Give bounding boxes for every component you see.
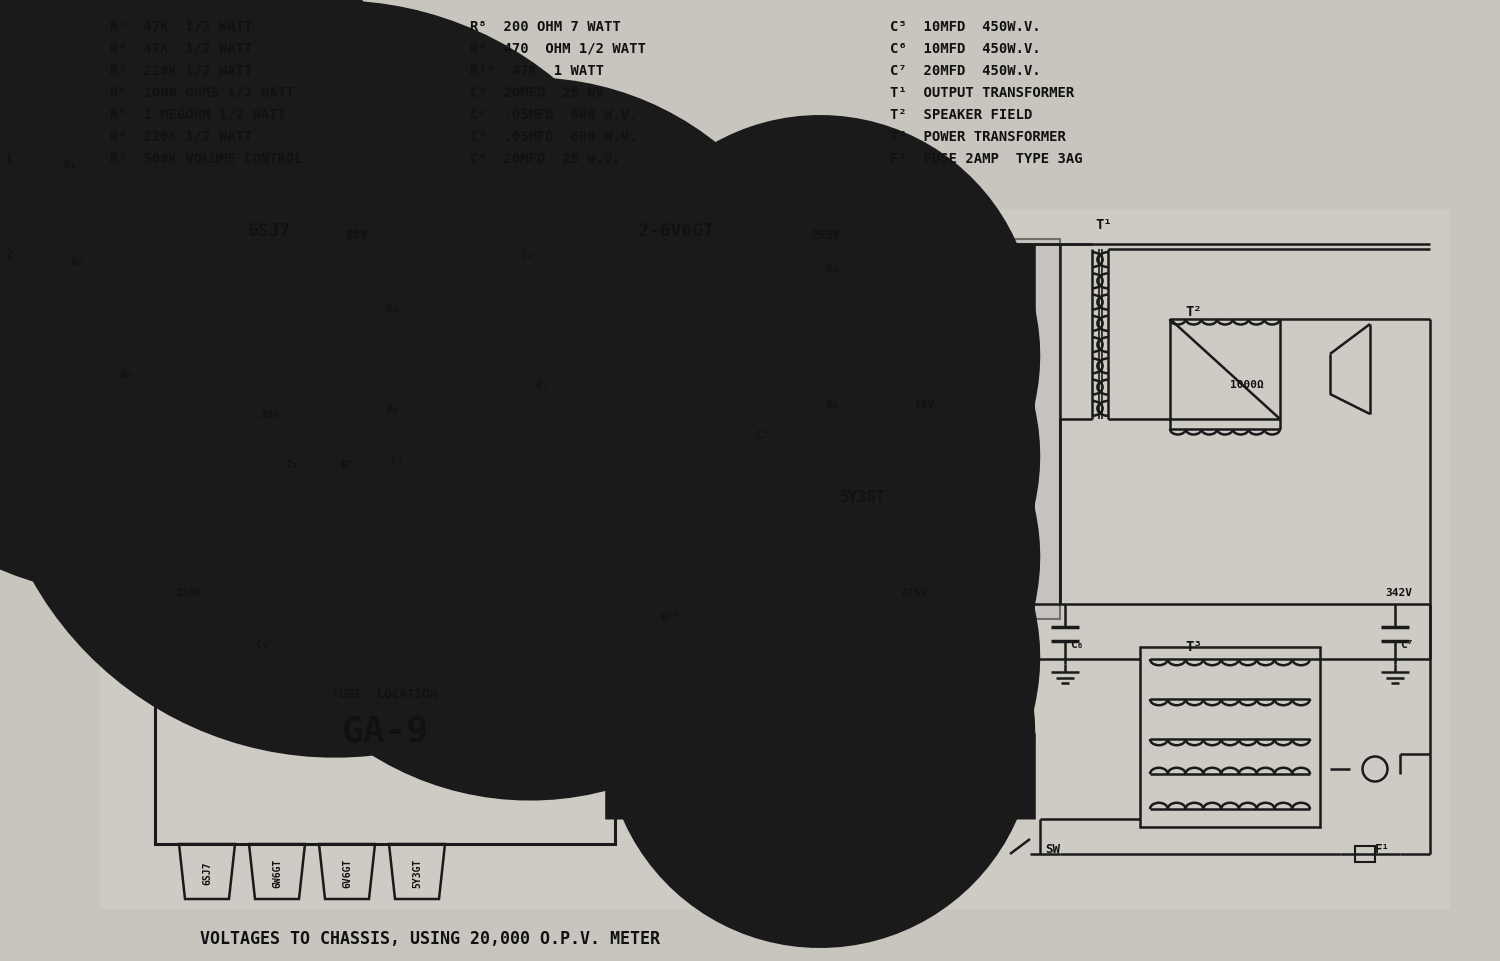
Text: F¹  FUSE 2AMP  TYPE 3AG: F¹ FUSE 2AMP TYPE 3AG (890, 152, 1083, 166)
Text: R⁶  220K 1/2 WATT: R⁶ 220K 1/2 WATT (110, 130, 252, 144)
Text: T²: T² (1185, 305, 1202, 319)
Text: T³  POWER TRANSFORMER: T³ POWER TRANSFORMER (890, 130, 1066, 144)
Text: TUBE  LOCATION: TUBE LOCATION (333, 687, 438, 701)
Text: 342V: 342V (1384, 587, 1411, 598)
Text: C₆: C₆ (1070, 639, 1083, 650)
Text: C₃: C₃ (390, 455, 404, 464)
Text: 5Y3GT: 5Y3GT (413, 857, 422, 887)
Text: 6SJ7: 6SJ7 (202, 860, 211, 884)
Text: R⁹  470  OHM 1/2 WATT: R⁹ 470 OHM 1/2 WATT (470, 42, 646, 56)
Text: C₅: C₅ (255, 639, 268, 650)
Text: R³  220K 1/2 WATT: R³ 220K 1/2 WATT (110, 64, 252, 78)
Bar (1140, 648, 1320, 827)
Text: 2-6V6GT: 2-6V6GT (638, 222, 714, 239)
Text: 2: 2 (4, 248, 12, 260)
Text: C⁷: C⁷ (1400, 639, 1413, 650)
Text: C⁵  10MFD  450W.V.: C⁵ 10MFD 450W.V. (890, 20, 1041, 34)
Text: 6SJ7: 6SJ7 (248, 222, 291, 239)
Text: GA-9: GA-9 (342, 714, 429, 749)
Text: C₂: C₂ (520, 250, 534, 259)
Bar (1354, 846, 1376, 862)
FancyBboxPatch shape (100, 209, 1450, 909)
Text: T¹  OUTPUT TRANSFORMER: T¹ OUTPUT TRANSFORMER (890, 86, 1074, 100)
Text: R⁵  1 MEGOHM 1/2 WATT: R⁵ 1 MEGOHM 1/2 WATT (110, 108, 286, 122)
Text: F¹: F¹ (1376, 842, 1390, 855)
Text: R¹  47K  1/2 WATT: R¹ 47K 1/2 WATT (110, 20, 252, 34)
Text: R⁷  500K VOLUME CONTROL: R⁷ 500K VOLUME CONTROL (110, 152, 303, 166)
Text: R₅: R₅ (386, 405, 399, 414)
Text: C⁴  20MFD  25 W.V.: C⁴ 20MFD 25 W.V. (470, 152, 621, 166)
Text: R₃: R₃ (120, 370, 134, 380)
Text: C₁: C₁ (285, 459, 298, 470)
Text: R₄: R₄ (386, 305, 399, 314)
Text: 1000Ω: 1000Ω (1230, 380, 1263, 389)
Text: T²  SPEAKER FIELD: T² SPEAKER FIELD (890, 108, 1032, 122)
Bar (154, 669, 615, 844)
Text: R₁: R₁ (63, 160, 76, 170)
Text: C³  .05MFD  600 W.V.: C³ .05MFD 600 W.V. (470, 130, 638, 144)
Text: 5Y3GT: 5Y3GT (840, 489, 885, 505)
Text: R¹⁰: R¹⁰ (660, 612, 680, 623)
Text: VOLTAGES TO CHASSIS, USING 20,000 O.P.V. METER: VOLTAGES TO CHASSIS, USING 20,000 O.P.V.… (200, 929, 660, 947)
Text: 238K: 238K (176, 587, 202, 598)
Text: R₇: R₇ (536, 380, 549, 389)
Text: C²  .05MFD  600 W.V.: C² .05MFD 600 W.V. (470, 108, 638, 122)
Text: 6W6GT: 6W6GT (272, 857, 282, 887)
Bar (821, 239, 1060, 619)
Text: R²  47K  1/2 WATT: R² 47K 1/2 WATT (110, 42, 252, 56)
Circle shape (246, 241, 254, 249)
Text: SW: SW (1046, 842, 1060, 855)
Text: R₈: R₈ (825, 264, 839, 275)
Text: R₂: R₂ (70, 257, 84, 267)
Text: 1: 1 (4, 153, 12, 166)
Text: R⁸  200 OHM 7 WATT: R⁸ 200 OHM 7 WATT (470, 20, 621, 34)
Text: 88V: 88V (345, 229, 368, 242)
Text: C⁴: C⁴ (754, 430, 768, 439)
Text: R₉: R₉ (825, 400, 839, 409)
Text: 16V: 16V (915, 400, 933, 409)
Text: R⁶: R⁶ (340, 459, 354, 470)
Text: R⁴  1000 OHMS 1/2 WATT: R⁴ 1000 OHMS 1/2 WATT (110, 86, 294, 100)
Text: C¹  20MFD  25 WV: C¹ 20MFD 25 WV (470, 86, 604, 100)
Text: R¹⁰  47K  1 WATT: R¹⁰ 47K 1 WATT (470, 64, 604, 78)
Text: 6V6GT: 6V6GT (342, 857, 352, 887)
Text: C⁷  20MFD  450W.V.: C⁷ 20MFD 450W.V. (890, 64, 1041, 78)
Text: C⁶  10MFD  450W.V.: C⁶ 10MFD 450W.V. (890, 42, 1041, 56)
Text: 275V: 275V (900, 587, 927, 598)
Text: .95V: .95V (256, 409, 280, 420)
Text: 263V: 263V (810, 229, 840, 242)
Text: T¹: T¹ (1095, 218, 1112, 232)
Text: T³: T³ (1185, 639, 1202, 653)
